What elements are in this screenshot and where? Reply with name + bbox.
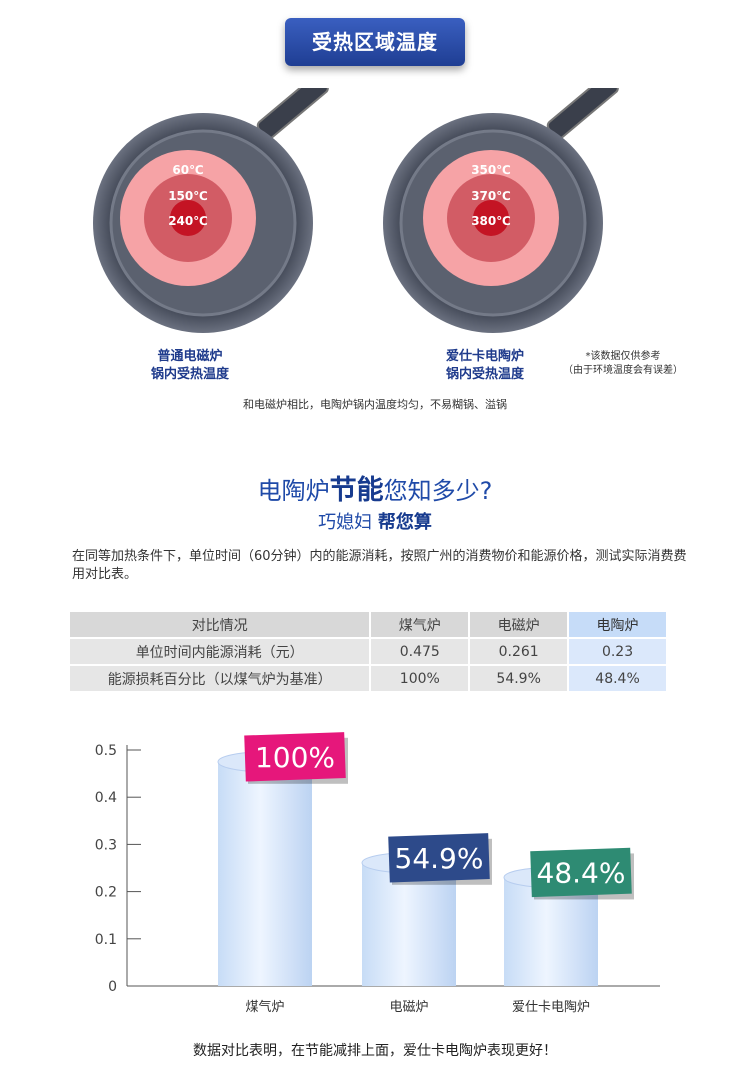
pan-handle-left: [256, 88, 329, 140]
subheading-part1: 巧媳妇: [318, 512, 373, 533]
pan-summary: 和电磁炉相比，电陶炉锅内温度均匀，不易糊锅、溢锅: [243, 398, 507, 411]
subheading-part2: 帮您算: [377, 512, 432, 533]
temp-outer-left: 60℃: [172, 163, 203, 177]
section-title: 受热区域温度: [285, 18, 465, 66]
table-cell: 0.23: [569, 639, 666, 664]
heading-part1: 电陶炉: [257, 477, 330, 505]
disclaimer-line2: （由于环境温度会有误差）: [563, 365, 683, 376]
table-header-cell: 对比情况: [70, 612, 370, 637]
intro-text: 在同等加热条件下，单位时间（60分钟）内的能源消耗，按照广州的消费物价和能源价格…: [72, 549, 687, 582]
temp-inner-right: 380℃: [471, 214, 511, 228]
category-label: 爱仕卡电陶炉: [512, 999, 590, 1015]
pan-right-caption-line1: 爱仕卡电陶炉: [445, 349, 524, 364]
table-cell: 0.475: [371, 639, 469, 664]
energy-subheading: 巧媳妇 帮您算: [0, 508, 750, 534]
heading-highlight: 节能: [329, 475, 384, 506]
pan-left-caption-line1: 普通电磁炉: [157, 349, 223, 364]
table-row: 单位时间内能源消耗（元） 0.475 0.261 0.23: [70, 639, 666, 664]
temp-middle-left: 150℃: [168, 189, 208, 203]
temp-middle-right: 370℃: [471, 189, 511, 203]
y-tick-label: 0.1: [95, 932, 117, 948]
table-row: 能源损耗百分比（以煤气炉为基准） 100% 54.9% 48.4%: [70, 666, 666, 691]
data-disclaimer: *该数据仅供参考 （由于环境温度会有误差）: [548, 350, 698, 378]
conclusion-text: 数据对比表明，在节能减排上面，爱仕卡电陶炉表现更好！: [193, 1043, 557, 1059]
table-cell: 能源损耗百分比（以煤气炉为基准）: [70, 666, 370, 691]
pan-left-graphic: 60℃ 150℃ 240℃: [93, 88, 329, 333]
y-tick-label: 0.2: [95, 885, 117, 901]
energy-bar-chart: 0 0.1 0.2 0.3 0.4 0.5 100% 54.9% 48.4% 煤气炉 电磁炉 爱仕…: [95, 732, 660, 1015]
pan-left-caption-line2: 锅内受热温度: [150, 367, 229, 382]
heat-zone-inner-right: [473, 200, 509, 236]
table-cell: 单位时间内能源消耗（元）: [70, 639, 370, 664]
pan-right-graphic: 350℃ 370℃ 380℃: [383, 88, 619, 333]
pan-right-caption-line2: 锅内受热温度: [445, 367, 524, 382]
table-cell: 100%: [371, 666, 469, 691]
comparison-table: 对比情况 煤气炉 电磁炉 电陶炉 单位时间内能源消耗（元） 0.475 0.26…: [68, 610, 668, 693]
y-tick-label: 0.3: [95, 837, 117, 853]
table-cell: 48.4%: [569, 666, 666, 691]
temp-outer-right: 350℃: [471, 163, 511, 177]
heading-part2: 您知多少?: [383, 477, 493, 505]
table-header-cell: 电陶炉: [569, 612, 666, 637]
energy-heading: 电陶炉节能您知多少?: [0, 468, 750, 507]
value-tag: [530, 847, 632, 898]
value-label: 100%: [255, 741, 335, 774]
category-label: 电磁炉: [389, 1000, 428, 1015]
pan-left-caption: 普通电磁炉 锅内受热温度: [120, 348, 260, 384]
table-cell: 0.261: [470, 639, 568, 664]
y-tick-label: 0.5: [95, 743, 117, 759]
category-label: 煤气炉: [245, 999, 284, 1015]
value-label: 48.4%: [537, 856, 626, 889]
y-tick-label: 0.4: [95, 790, 117, 806]
disclaimer-line1: *该数据仅供参考: [585, 351, 661, 362]
table-header-row: 对比情况 煤气炉 电磁炉 电陶炉: [70, 612, 666, 637]
table-header-cell: 电磁炉: [470, 612, 568, 637]
pan-right-caption: 爱仕卡电陶炉 锅内受热温度: [415, 348, 555, 384]
bar: [362, 862, 456, 986]
value-tag: [244, 732, 346, 782]
heat-zone-inner-left: [170, 200, 206, 236]
temp-inner-left: 240℃: [168, 214, 208, 228]
table-header-cell: 煤气炉: [371, 612, 469, 637]
value-label: 54.9%: [395, 842, 484, 875]
y-tick-label: 0: [108, 979, 117, 995]
bar: [218, 761, 312, 986]
table-cell: 54.9%: [470, 666, 568, 691]
value-tag: [388, 833, 490, 883]
pan-handle-right: [546, 88, 619, 140]
